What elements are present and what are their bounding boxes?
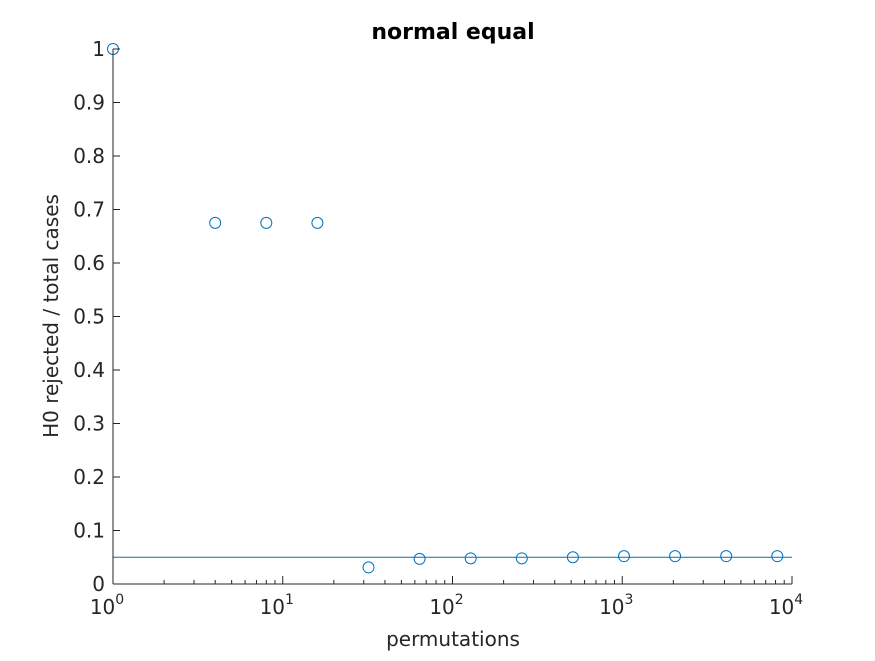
data-point [617, 550, 630, 563]
data-point [311, 216, 324, 229]
x-tick-label: 102 [429, 592, 463, 619]
x-tick-base: 10 [599, 595, 624, 619]
y-tick-label: 0.9 [73, 91, 105, 115]
chart-title: normal equal [371, 20, 534, 45]
x-tick-base: 10 [90, 595, 115, 619]
y-tick-label: 0.1 [73, 519, 105, 543]
x-axis-label: permutations [386, 627, 520, 651]
data-point [260, 216, 273, 229]
y-tick-label: 0.7 [73, 198, 105, 222]
data-point [464, 552, 477, 565]
y-axis-label: H0 rejected / total cases [39, 194, 63, 438]
data-point [771, 550, 784, 563]
y-tick-label: 0.6 [73, 251, 105, 275]
x-axis-ticks: 100 101 102 103 104 [90, 576, 803, 619]
x-tick-exponent: 1 [285, 592, 294, 608]
y-tick-label: 0.4 [73, 358, 105, 382]
data-point [566, 551, 579, 564]
x-tick-label: 100 [90, 592, 124, 619]
x-tick-exponent: 0 [115, 592, 124, 608]
x-tick-exponent: 3 [625, 592, 634, 608]
data-point [362, 561, 375, 574]
x-tick-label: 101 [260, 592, 294, 619]
data-point [209, 216, 222, 229]
x-tick-label: 103 [599, 592, 633, 619]
x-tick-exponent: 2 [455, 592, 464, 608]
y-axis-ticks: 0 0.1 0.2 0.3 0.4 0.5 0.6 0.7 0.8 0.9 1 [73, 37, 120, 596]
data-point [669, 550, 682, 563]
y-tick-label: 0 [92, 572, 105, 596]
x-tick-base: 10 [260, 595, 285, 619]
plot-area [107, 43, 792, 574]
y-tick-label: 0.5 [73, 305, 105, 329]
y-tick-label: 0.3 [73, 412, 105, 436]
data-point [720, 550, 733, 563]
x-tick-label: 104 [769, 592, 803, 619]
y-tick-label: 0.2 [73, 465, 105, 489]
y-tick-label: 0.8 [73, 144, 105, 168]
data-point [515, 552, 528, 565]
x-tick-exponent: 4 [794, 592, 803, 608]
x-tick-base: 10 [769, 595, 794, 619]
data-point [413, 552, 426, 565]
y-tick-label: 1 [92, 37, 105, 61]
x-tick-base: 10 [429, 595, 454, 619]
